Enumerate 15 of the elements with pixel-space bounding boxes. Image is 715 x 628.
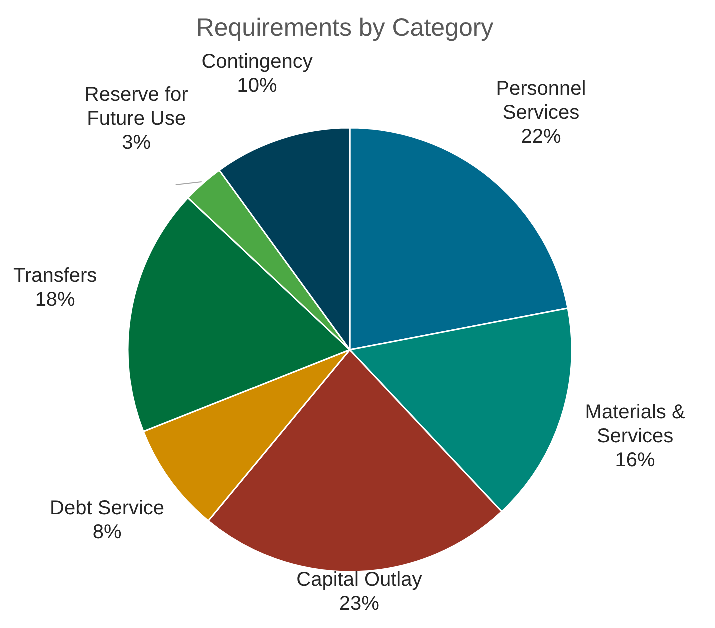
data-label: 23%: [339, 593, 380, 615]
data-label: 3%: [122, 132, 152, 154]
data-label: 22%: [521, 126, 562, 148]
slice-label: Transfers: [13, 264, 98, 287]
data-label: 18%: [35, 288, 76, 311]
slice-label: Contingency: [202, 51, 313, 73]
chart-title: Requirements by Category: [196, 14, 494, 42]
slice-label: Materials & Services: [585, 402, 686, 448]
slice-label: Debt Service: [50, 497, 165, 520]
data-label: 8%: [92, 521, 122, 544]
slice-label: Reserve for Future Use: [84, 84, 189, 130]
data-label: 10%: [237, 75, 278, 97]
slice-label: Capital Outlay: [296, 569, 422, 591]
data-label: 16%: [615, 450, 656, 472]
slice-label: Personnel Services: [496, 78, 586, 124]
